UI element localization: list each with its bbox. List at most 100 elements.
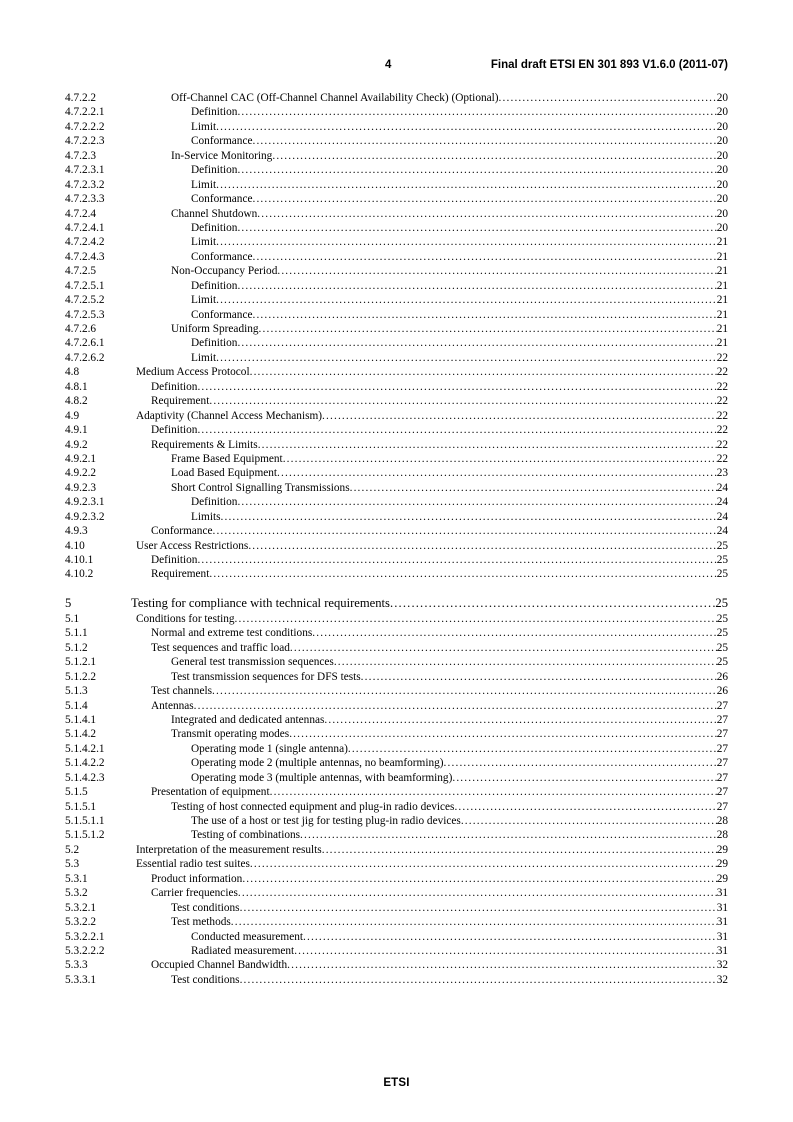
toc-entry[interactable]: 5.1.5.1.2 Testing of combinations 28 — [65, 828, 728, 842]
toc-entry[interactable]: 5.1.4.2.2 Operating mode 2 (multiple ante… — [65, 756, 728, 770]
header-page-number: 4 — [385, 59, 392, 71]
toc-entry-page-number: 24 — [716, 481, 728, 494]
toc-entry-body: Requirement 22 — [151, 394, 728, 408]
toc-entry[interactable]: 4.7.2.3.1 Definition 20 — [65, 163, 728, 177]
toc-entry[interactable]: 4.8 Medium Access Protocol 22 — [65, 365, 728, 379]
toc-entry[interactable]: 4.9.2.3.2 Limits 24 — [65, 510, 728, 524]
toc-entry[interactable]: 4.9.2.1 Frame Based Equipment 22 — [65, 452, 728, 466]
toc-entry-body: Definition 22 — [151, 423, 728, 437]
toc-entry[interactable]: 5.1.2.2 Test transmission sequences for D… — [65, 670, 728, 684]
toc-entry-body: Load Based Equipment 23 — [171, 466, 728, 480]
toc-entry-title: Conditions for testing — [136, 612, 235, 625]
toc-entry[interactable]: 4.7.2.6.2 Limit 22 — [65, 351, 728, 365]
toc-entry-number: 5.1.4.1 — [65, 713, 97, 726]
toc-dot-leader — [250, 365, 717, 379]
toc-entry-title: Transmit operating modes — [171, 728, 290, 741]
toc-entry[interactable]: 4.7.2.3.3 Conformance 20 — [65, 192, 728, 206]
toc-entry[interactable]: 5.1.4.2.3 Operating mode 3 (multiple ante… — [65, 771, 728, 785]
toc-entry[interactable]: 4.7.2.5.1 Definition 21 — [65, 279, 728, 293]
toc-entry-body: Definition 20 — [191, 163, 728, 177]
toc-entry-number: 5.1 — [65, 612, 80, 625]
toc-entry-page-number: 27 — [716, 786, 728, 799]
toc-dot-leader — [283, 452, 717, 466]
toc-entry-title: Test channels — [151, 685, 213, 698]
toc-entry[interactable]: 4.7.2.5.2 Limit 21 — [65, 293, 728, 307]
toc-entry-title: Definition — [191, 496, 238, 509]
toc-entry[interactable]: 5 Testing for compliance with technical r… — [65, 596, 728, 612]
toc-entry[interactable]: 5.1.2.1 General test transmission sequenc… — [65, 655, 728, 669]
toc-entry-number: 5.1.5 — [65, 786, 88, 799]
toc-entry-page-number: 25 — [716, 554, 728, 566]
toc-entry-body: Antennas 27 — [151, 699, 728, 713]
toc-entry[interactable]: 4.7.2.5 Non-Occupancy Period 21 — [65, 264, 728, 278]
toc-entry[interactable]: 4.9.2.3 Short Control Signalling Transmis… — [65, 481, 728, 495]
toc-entry[interactable]: 5.1 Conditions for testing 25 — [65, 612, 728, 626]
toc-dot-leader — [194, 699, 717, 713]
toc-entry-number: 4.7.2.3.1 — [65, 164, 105, 177]
toc-entry[interactable]: 4.9.2.2 Load Based Equipment 23 — [65, 466, 728, 480]
toc-entry[interactable]: 4.7.2.4.3 Conformance 21 — [65, 250, 728, 264]
toc-dot-leader — [252, 134, 716, 148]
toc-entry-number: 5.3.2.2.2 — [65, 944, 105, 957]
toc-entry-body: Test conditions 31 — [171, 901, 728, 915]
toc-entry-body: Test conditions 32 — [171, 973, 728, 987]
toc-entry[interactable]: 5.2 Interpretation of the measurement res… — [65, 843, 728, 857]
toc-entry-body: In-Service Monitoring 20 — [171, 149, 728, 163]
toc-entry[interactable]: 4.7.2.6 Uniform Spreading 21 — [65, 322, 728, 336]
toc-entry[interactable]: 4.9.1 Definition 22 — [65, 423, 728, 437]
toc-entry[interactable]: 5.3.2.2.1 Conducted measurement 31 — [65, 930, 728, 944]
toc-entry[interactable]: 5.1.5.1.1 The use of a host or test jig f… — [65, 814, 728, 828]
toc-entry[interactable]: 5.3 Essential radio test suites 29 — [65, 857, 728, 871]
toc-entry[interactable]: 5.3.3.1 Test conditions 32 — [65, 973, 728, 987]
toc-entry-title: Testing of host connected equipment and … — [171, 800, 455, 813]
toc-entry[interactable]: 4.7.2.2.3 Conformance 20 — [65, 134, 728, 148]
toc-entry[interactable]: 4.7.2.4.1 Definition 20 — [65, 221, 728, 235]
toc-entry[interactable]: 5.3.2.2 Test methods 31 — [65, 915, 728, 929]
toc-entry[interactable]: 4.9.3 Conformance 24 — [65, 524, 728, 538]
toc-entry[interactable]: 5.3.3 Occupied Channel Bandwidth 32 — [65, 958, 728, 972]
toc-entry[interactable]: 5.3.2.1 Test conditions 31 — [65, 901, 728, 915]
toc-entry-page-number: 22 — [716, 452, 728, 465]
toc-entry[interactable]: 5.1.5.1 Testing of host connected equipme… — [65, 800, 728, 814]
toc-entry[interactable]: 5.1.4.1 Integrated and dedicated antennas… — [65, 713, 728, 727]
toc-entry-title: The use of a host or test jig for testin… — [191, 815, 461, 828]
toc-entry[interactable]: 4.9.2 Requirements & Limits 22 — [65, 438, 728, 452]
toc-entry-page-number: 28 — [716, 829, 728, 842]
toc-entry[interactable]: 4.7.2.4.2 Limit 21 — [65, 235, 728, 249]
toc-entry[interactable]: 5.1.1 Normal and extreme test conditions 2… — [65, 626, 728, 640]
toc-entry[interactable]: 5.3.2 Carrier frequencies 31 — [65, 886, 728, 900]
toc-entry[interactable]: 5.1.4 Antennas 27 — [65, 699, 728, 713]
toc-entry[interactable]: 4.8.1 Definition 22 — [65, 380, 728, 394]
toc-entry-number: 5.1.4.2.2 — [65, 757, 105, 770]
toc-entry-body: Testing of host connected equipment and … — [171, 800, 728, 814]
toc-entry[interactable]: 4.7.2.4 Channel Shutdown 20 — [65, 207, 728, 221]
toc-entry[interactable]: 5.1.3 Test channels 26 — [65, 684, 728, 698]
toc-entry[interactable]: 5.1.4.2 Transmit operating modes 27 — [65, 727, 728, 741]
toc-entry[interactable]: 5.1.5 Presentation of equipment 27 — [65, 785, 728, 799]
toc-entry[interactable]: 4.7.2.2.1 Definition 20 — [65, 105, 728, 119]
toc-entry-title: Definition — [191, 337, 238, 350]
toc-entry[interactable]: 5.3.1 Product information 29 — [65, 872, 728, 886]
toc-entry-body: Product information 29 — [151, 872, 728, 886]
toc-entry[interactable]: 4.7.2.2 Off-Channel CAC (Off-Channel Chan… — [65, 91, 728, 105]
toc-entry[interactable]: 4.10.2 Requirement 25 — [65, 567, 728, 581]
toc-entry[interactable]: 5.1.2 Test sequences and traffic load 25 — [65, 641, 728, 655]
toc-entry[interactable]: 4.7.2.5.3 Conformance 21 — [65, 308, 728, 322]
toc-entry[interactable]: 5.1.4.2.1 Operating mode 1 (single antenn… — [65, 742, 728, 756]
toc-entry[interactable]: 4.10.1 Definition 25 — [65, 553, 728, 567]
toc-dot-leader — [252, 250, 716, 264]
toc-dot-leader — [303, 930, 717, 944]
toc-entry[interactable]: 4.10 User Access Restrictions 25 — [65, 539, 728, 553]
toc-entry-title: Conducted measurement — [191, 930, 303, 943]
toc-dot-leader — [250, 857, 717, 871]
toc-entry[interactable]: 4.9 Adaptivity (Channel Access Mechanism)… — [65, 409, 728, 423]
toc-entry-body: Test channels 26 — [151, 684, 728, 698]
toc-entry[interactable]: 5.3.2.2.2 Radiated measurement 31 — [65, 944, 728, 958]
toc-entry[interactable]: 4.8.2 Requirement 22 — [65, 394, 728, 408]
toc-entry[interactable]: 4.7.2.6.1 Definition 21 — [65, 336, 728, 350]
toc-entry-number: 4.9.2.3.2 — [65, 510, 105, 523]
toc-entry[interactable]: 4.7.2.3.2 Limit 20 — [65, 178, 728, 192]
toc-entry[interactable]: 4.9.2.3.1 Definition 24 — [65, 495, 728, 509]
toc-entry[interactable]: 4.7.2.3 In-Service Monitoring 20 — [65, 149, 728, 163]
toc-entry[interactable]: 4.7.2.2.2 Limit 20 — [65, 120, 728, 134]
